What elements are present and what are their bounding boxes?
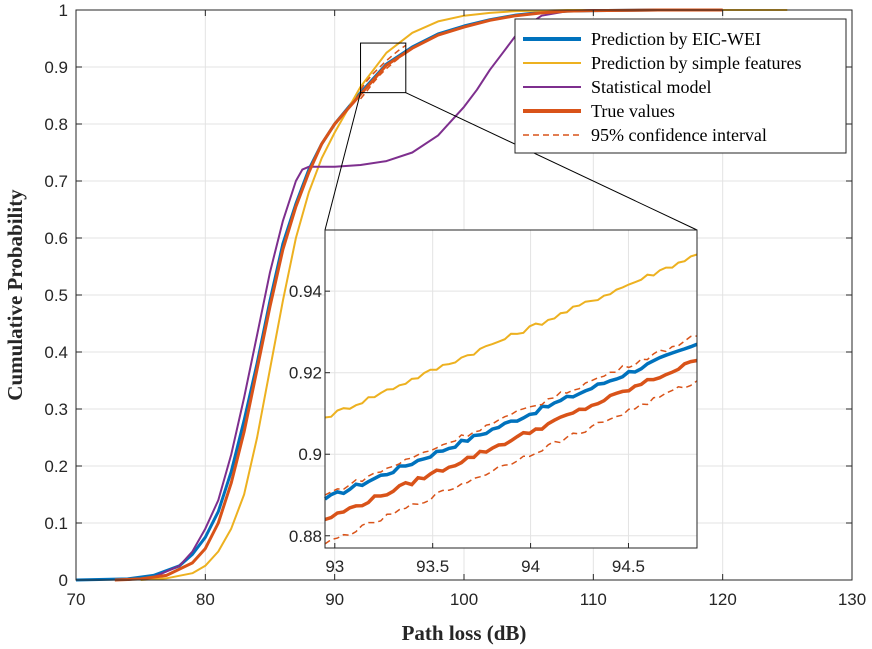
x-tick-label: 90 (325, 590, 344, 609)
inset-x-tick-label: 93 (325, 557, 344, 576)
x-tick-label: 80 (196, 590, 215, 609)
y-tick-label: 0.4 (44, 343, 68, 362)
y-tick-label: 0.9 (44, 58, 68, 77)
y-tick-label: 0.1 (44, 514, 68, 533)
legend-entry: Prediction by EIC-WEI (591, 29, 761, 49)
legend-entry: True values (591, 101, 675, 121)
inset-series-95-upper (324, 335, 698, 496)
inset-series-true-values (324, 358, 698, 522)
x-tick-label: 100 (450, 590, 478, 609)
inset-series-95-lower (324, 380, 698, 545)
main-ticks: 70 80 90 100 110 120 130 0 0.1 0.2 0.3 0.4 0.5 0.6 0.7… (44, 1, 866, 609)
series-ci-lower (359, 52, 407, 100)
y-axis-label: Cumulative Probability (3, 189, 27, 401)
zoom-indicator (324, 42, 698, 231)
inset-series-prediction-by-simple-features (324, 253, 698, 419)
x-tick-label: 70 (67, 590, 86, 609)
zoom-connector-right (405, 92, 698, 231)
inset-y-tick-label: 0.94 (289, 282, 322, 301)
y-tick-label: 0.8 (44, 115, 68, 134)
y-tick-label: 0.2 (44, 457, 68, 476)
legend-entry: Prediction by simple features (591, 53, 801, 73)
main-series (75, 8, 788, 582)
legend-entry: 95% confidence interval (591, 125, 767, 145)
y-tick-label: 0 (59, 571, 68, 590)
inset-frame (324, 229, 698, 549)
y-tick-label: 1 (59, 1, 68, 20)
inset-y-tick-label: 0.9 (298, 445, 322, 464)
inset-x-tick-label: 93.5 (416, 557, 449, 576)
zoom-box (360, 42, 407, 94)
zoom-connector-left (324, 92, 362, 231)
y-tick-label: 0.6 (44, 229, 68, 248)
x-tick-label: 110 (580, 590, 607, 609)
x-axis-label: Path loss (dB) (402, 621, 527, 645)
x-tick-label: 130 (838, 590, 866, 609)
legend: Prediction by EIC-WEI Prediction by simpl… (514, 18, 847, 154)
y-tick-label: 0.5 (44, 286, 68, 305)
inset-y-tick-label: 0.88 (289, 527, 322, 546)
series-true-values (114, 8, 723, 582)
inset-y-tick-label: 0.92 (289, 364, 322, 383)
series-prediction-by-simple-features (140, 9, 788, 581)
series-ci-upper (359, 44, 407, 91)
legend-entry: Statistical model (591, 77, 711, 97)
inset-x-tick-label: 94 (521, 557, 540, 576)
y-tick-label: 0.7 (44, 172, 68, 191)
y-tick-label: 0.3 (44, 400, 68, 419)
inset-series-prediction-by-eic-wei (323, 342, 698, 501)
x-tick-label: 120 (708, 590, 736, 609)
inset-chart: 93 93.5 94 94.5 0.88 0.9 0.92 0.94 (289, 229, 698, 576)
inset-background (325, 230, 697, 548)
inset-x-tick-label: 94.5 (612, 557, 645, 576)
